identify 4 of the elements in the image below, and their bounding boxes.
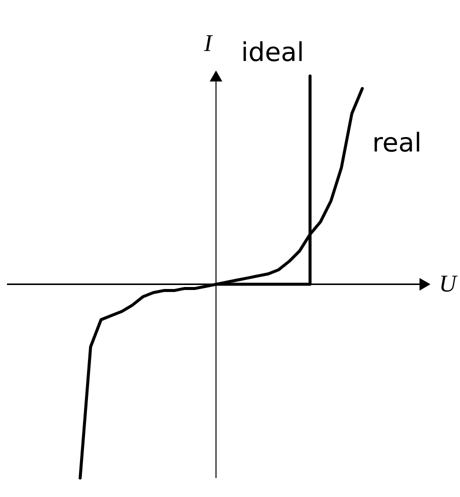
- series-label: real: [372, 128, 422, 158]
- series-label: ideal: [241, 38, 304, 68]
- x-axis-title: U: [439, 271, 458, 298]
- y-axis-title: I: [203, 31, 213, 57]
